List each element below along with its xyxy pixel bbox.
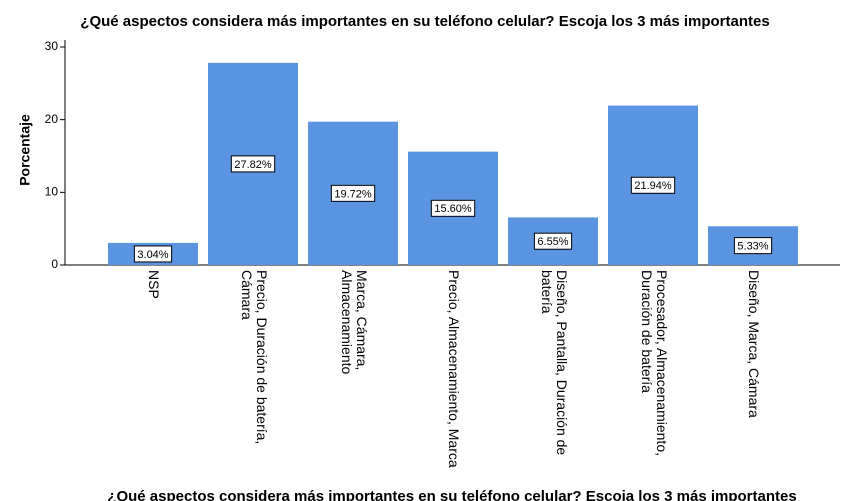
y-tick-label: 0 bbox=[51, 257, 58, 271]
data-label-box bbox=[330, 184, 376, 202]
data-label: 6.55% bbox=[537, 236, 568, 248]
data-label-box bbox=[230, 155, 276, 173]
x-tick-label: NSP bbox=[146, 270, 162, 299]
y-tick-label: 20 bbox=[45, 112, 59, 126]
chart-title: ¿Qué aspectos considera más importantes … bbox=[80, 13, 769, 30]
x-tick-label-group: NSP bbox=[146, 270, 162, 299]
data-label-box bbox=[430, 199, 476, 217]
data-label-box bbox=[630, 176, 676, 194]
data-label-box bbox=[133, 245, 173, 263]
data-label: 27.82% bbox=[234, 159, 272, 171]
x-tick-label: Procesador, Almacenamiento,Duración de b… bbox=[639, 270, 670, 456]
data-label-box bbox=[733, 237, 773, 255]
y-tick-label: 10 bbox=[45, 185, 59, 199]
data-label: 21.94% bbox=[634, 180, 672, 192]
x-tick-label: Diseño, Marca, Cámara bbox=[746, 270, 762, 418]
x-tick-label: Precio, Almacenamiento, Marca bbox=[446, 270, 462, 468]
data-label-box bbox=[533, 232, 573, 250]
data-label: 3.04% bbox=[137, 249, 168, 261]
data-label: 19.72% bbox=[334, 188, 372, 200]
x-tick-label-group: Marca, Cámara,Almacenamiento bbox=[339, 270, 370, 374]
x-tick-label: Diseño, Pantalla, Duración debatería bbox=[539, 270, 570, 455]
x-tick-label-group: Diseño, Marca, Cámara bbox=[746, 270, 762, 418]
x-tick-label: Precio, Duración de batería,Cámara bbox=[239, 270, 270, 444]
y-tick-label: 30 bbox=[45, 39, 59, 53]
x-axis-label: ¿Qué aspectos considera más importantes … bbox=[107, 488, 796, 501]
x-tick-label-group: Precio, Almacenamiento, Marca bbox=[446, 270, 462, 468]
x-tick-label-group: Procesador, Almacenamiento,Duración de b… bbox=[639, 270, 670, 456]
x-tick-label-group: Diseño, Pantalla, Duración debatería bbox=[539, 270, 570, 455]
y-axis-label: Porcentaje bbox=[17, 114, 33, 186]
x-tick-label-group: Precio, Duración de batería,Cámara bbox=[239, 270, 270, 444]
x-tick-label: Marca, Cámara,Almacenamiento bbox=[339, 270, 370, 374]
data-label: 15.60% bbox=[434, 203, 472, 215]
data-label: 5.33% bbox=[737, 241, 768, 253]
